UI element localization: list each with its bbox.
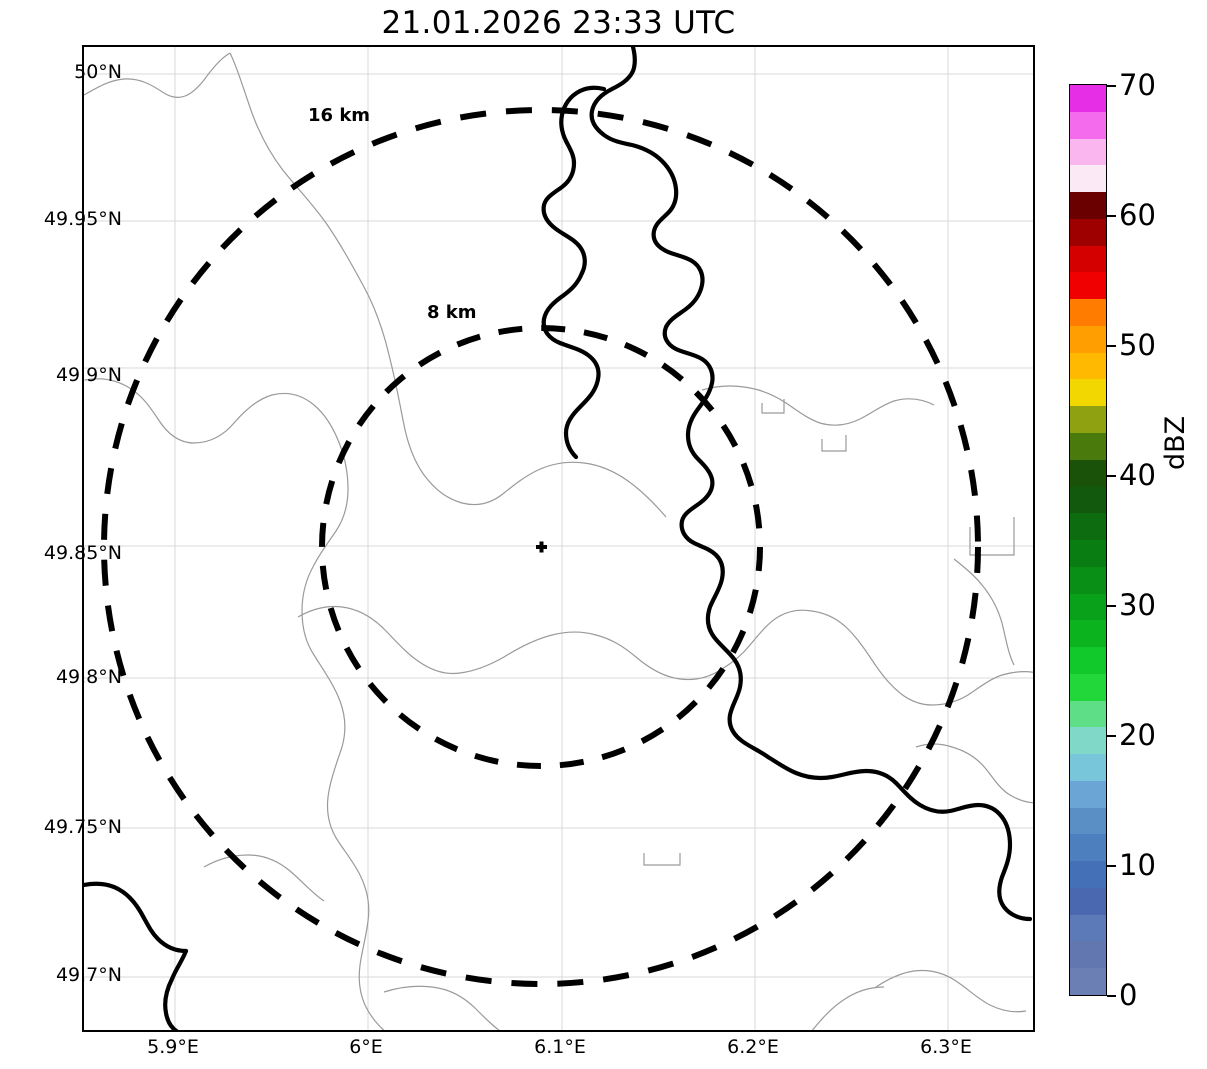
colorbar-tick-label: 60	[1119, 198, 1156, 232]
colorbar-band	[1070, 887, 1106, 915]
colorbar-tick	[1107, 345, 1116, 347]
colorbar-band	[1070, 406, 1106, 433]
y-tick-label: 49.85°N	[43, 542, 122, 564]
colorbar-tick	[1107, 475, 1116, 477]
radar-site-marker	[536, 541, 547, 553]
range-ring-label-16km: 16 km	[308, 105, 371, 126]
y-tick-label: 49.95°N	[43, 208, 122, 230]
y-tick-label: 50°N	[74, 61, 122, 83]
colorbar-band	[1070, 834, 1106, 862]
colorbar-tick-label: 50	[1119, 328, 1156, 362]
colorbar-band	[1070, 138, 1106, 166]
x-tick-label: 6.3°E	[920, 1036, 972, 1058]
y-tick-label: 49.9°N	[55, 364, 122, 386]
map-canvas: 16 km 8 km	[84, 47, 1033, 1030]
colorbar-band	[1070, 245, 1106, 273]
colorbar-band	[1070, 780, 1106, 808]
colorbar-band	[1070, 513, 1106, 540]
colorbar-band	[1070, 620, 1106, 648]
range-ring-8km	[319, 325, 763, 769]
colorbar-band	[1070, 566, 1106, 594]
colorbar-tick	[1107, 215, 1116, 217]
national-border	[84, 47, 1033, 1030]
colorbar-band	[1070, 754, 1106, 781]
colorbar-band	[1070, 914, 1106, 942]
colorbar-band	[1070, 432, 1106, 460]
colorbar-axis-label: dBZ	[1160, 415, 1191, 470]
colorbar-band	[1070, 192, 1106, 219]
colorbar-band	[1070, 218, 1106, 246]
colorbar-band	[1070, 861, 1106, 888]
map-axes: 16 km 8 km	[82, 45, 1035, 1032]
x-tick-label: 6.1°E	[534, 1036, 586, 1058]
x-tick-label: 5.9°E	[147, 1036, 199, 1058]
x-tick-label: 6°E	[349, 1036, 383, 1058]
map-vector-layer	[84, 47, 1033, 1030]
range-ring-16km	[101, 107, 981, 987]
colorbar-band	[1070, 968, 1106, 995]
colorbar-band	[1070, 84, 1106, 112]
page-title: 21.01.2026 23:33 UTC	[381, 5, 736, 41]
colorbar-band	[1070, 593, 1106, 621]
gridlines	[84, 47, 1033, 1030]
colorbar-tick-label: 30	[1119, 588, 1156, 622]
colorbar-tick-label: 40	[1119, 458, 1156, 492]
colorbar-band	[1070, 459, 1106, 487]
y-tick-label: 49.75°N	[43, 816, 122, 838]
colorbar-band	[1070, 165, 1106, 193]
colorbar-band	[1070, 700, 1106, 728]
colorbar-tick-label: 10	[1119, 848, 1156, 882]
colorbar-tick-label: 70	[1119, 68, 1156, 102]
colorbar-band	[1070, 673, 1106, 701]
colorbar-gradient	[1069, 84, 1107, 996]
colorbar-tick-label: 0	[1119, 978, 1138, 1012]
colorbar-band	[1070, 325, 1106, 353]
admin-boundaries	[84, 52, 1033, 1030]
colorbar-tick	[1107, 735, 1116, 737]
y-tick-label: 49.7°N	[55, 964, 122, 986]
colorbar-tick	[1107, 865, 1116, 867]
colorbar-band	[1070, 647, 1106, 674]
x-tick-label: 6.2°E	[727, 1036, 779, 1058]
colorbar-band	[1070, 486, 1106, 514]
colorbar-tick	[1107, 995, 1116, 997]
colorbar-tick	[1107, 605, 1116, 607]
colorbar-band	[1070, 379, 1106, 407]
colorbar-band	[1070, 807, 1106, 835]
colorbar: 0 10 20 30 40 50 60 70	[1069, 71, 1156, 1010]
colorbar-band	[1070, 111, 1106, 139]
colorbar-band	[1070, 299, 1106, 326]
colorbar-band	[1070, 539, 1106, 567]
colorbar-band	[1070, 272, 1106, 300]
colorbar-band	[1070, 727, 1106, 755]
range-ring-label-8km: 8 km	[427, 302, 477, 323]
y-tick-label: 49.8°N	[55, 666, 122, 688]
colorbar-band	[1070, 352, 1106, 380]
colorbar-tick	[1107, 85, 1116, 87]
colorbar-band	[1070, 941, 1106, 969]
colorbar-tick-label: 20	[1119, 718, 1156, 752]
